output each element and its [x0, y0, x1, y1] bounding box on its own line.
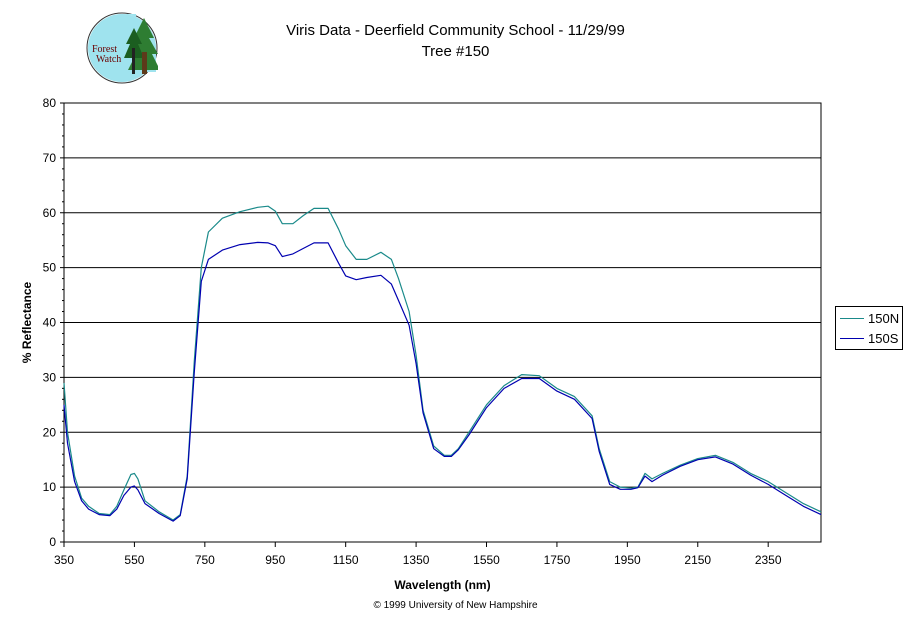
x-tick-label: 2350 — [755, 553, 782, 567]
x-axis-label: Wavelength (nm) — [394, 578, 490, 592]
y-tick-label: 60 — [43, 206, 57, 220]
legend-item-150s: 150S — [840, 330, 898, 346]
y-tick-label: 30 — [43, 370, 57, 384]
y-tick-label: 70 — [43, 151, 57, 165]
y-tick-label: 20 — [43, 425, 57, 439]
y-tick-label: 40 — [43, 316, 57, 330]
y-tick-label: 0 — [49, 535, 56, 549]
forest-watch-logo: Forest Watch — [86, 12, 160, 84]
legend-label-150n: 150N — [868, 310, 900, 326]
y-tick-label: 50 — [43, 261, 57, 275]
y-axis-label: % Reflectance — [20, 281, 34, 363]
x-tick-label: 950 — [265, 553, 285, 567]
x-tick-label: 350 — [54, 553, 74, 567]
x-tick-label: 1150 — [333, 553, 359, 567]
legend-swatch-150s — [840, 337, 864, 339]
svg-text:Forest: Forest — [92, 44, 117, 55]
chart-title: Viris Data - Deerfield Community School … — [286, 22, 625, 39]
legend-swatch-150n — [840, 317, 864, 319]
legend-item-150n: 150N — [840, 310, 899, 326]
copyright-notice: © 1999 University of New Hampshire — [373, 600, 538, 611]
plot-frame — [63, 102, 822, 543]
chart-subtitle: Tree #150 — [421, 43, 490, 60]
x-tick-label: 550 — [124, 553, 144, 567]
svg-text:Watch: Watch — [96, 54, 121, 65]
x-tick-label: 1350 — [403, 553, 430, 567]
legend-label-150s: 150S — [868, 330, 899, 346]
x-tick-label: 2150 — [684, 553, 711, 567]
series-line-150s — [63, 241, 822, 522]
x-tick-label: 1550 — [473, 553, 500, 567]
x-tick-label: 750 — [195, 553, 215, 567]
chart-legend: 150N 150S — [835, 306, 903, 350]
x-tick-label: 1750 — [544, 553, 571, 567]
series-line-150n — [63, 205, 822, 521]
x-tick-label: 1950 — [614, 553, 641, 567]
y-tick-label: 10 — [43, 480, 57, 494]
y-tick-label: 80 — [43, 96, 57, 110]
